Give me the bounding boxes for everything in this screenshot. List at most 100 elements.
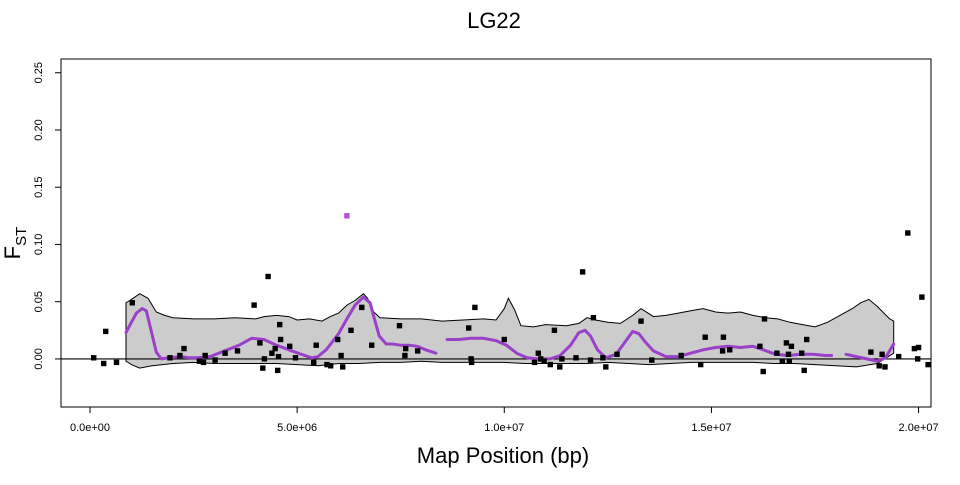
snp-point [181,345,187,352]
snp-point [472,304,478,311]
snp-point [113,359,120,366]
snp-point [466,325,472,331]
snp-point [702,334,708,340]
snp-point [222,350,228,356]
snp-point [760,368,766,375]
snp-point [799,350,805,356]
snp-point [261,356,268,362]
y-tick-label: 0.10 [33,234,45,255]
snp-point [587,357,594,363]
snp-point [573,355,579,361]
snp-point [200,359,207,366]
snp-point [915,344,922,351]
snp-point [911,345,918,352]
snp-point [277,321,283,328]
snp-point [559,356,565,362]
y-axis: 0.00 0.05 0.10 0.15 0.20 0.25 [33,62,61,370]
snp-point [257,340,263,346]
snp-point [786,358,792,364]
snp-point [876,363,882,369]
x-axis: 0.0e+00 5.0e+06 1.0e+07 1.5e+07 2.0e+07 [70,407,939,434]
snp-point [212,357,218,363]
snp-point [678,352,684,359]
snp-point [698,361,704,368]
snp-point [202,352,208,359]
snp-point [359,304,365,311]
snp-point [269,350,275,356]
snp-point [251,302,257,308]
snp-point [614,351,620,357]
snp-point [761,316,768,322]
snp-point [468,359,475,366]
snp-point [275,353,282,360]
y-tick-label: 0.20 [33,119,45,140]
snp-point [335,336,341,343]
snp-point [590,315,597,321]
smooth-segment [124,295,438,361]
snp-point [265,273,271,280]
y-tick-label: 0.25 [33,62,45,83]
chart-title: LG22 [467,8,521,33]
snp-point [313,342,319,348]
snp-point [879,351,885,357]
snp-point [882,364,888,370]
snp-point [272,345,278,352]
snp-point [757,343,763,349]
snp-point [905,230,911,236]
snp-point [925,361,931,368]
snp-point [324,361,330,368]
snp-point [557,364,563,370]
x-tick-label: 1.0e+07 [484,422,524,434]
snp-point [403,345,409,352]
snp-point [531,359,538,366]
snp-point [396,323,403,329]
snp-point [638,318,644,324]
y-axis-label: FST [0,227,30,260]
snp-point [579,269,586,275]
snp-point [720,334,727,340]
snp-point [415,348,421,354]
snp-point [177,352,183,359]
snp-point [103,328,109,335]
snp-point [91,355,97,361]
snp-points [91,230,931,375]
snp-point [868,349,874,355]
y-tick-label: 0.00 [33,348,45,369]
snp-point [260,365,266,371]
snp-point [919,294,925,300]
snp-point [649,357,655,363]
snp-point [603,364,609,370]
snp-point [535,350,541,356]
y-axis-label-main: F [0,246,25,259]
envelope-band [125,293,895,369]
snp-point [551,327,558,333]
outlier-point [344,213,350,219]
snp-point [774,350,780,356]
snp-point [538,356,544,362]
x-tick-label: 1.5e+07 [691,422,731,434]
snp-point [129,300,135,306]
snp-point [402,352,408,359]
snp-point [369,342,375,348]
y-tick-label: 0.15 [33,176,45,197]
snp-point [801,367,807,374]
snp-point [287,343,293,349]
snp-point [779,358,785,364]
snp-point [275,367,281,374]
snp-point [600,355,606,361]
snp-point [328,363,334,369]
x-tick-label: 5.0e+06 [277,422,317,434]
snp-point [541,358,547,364]
snp-point [468,356,474,362]
snp-point [340,364,346,370]
snp-point [348,327,354,333]
snp-point [547,361,553,368]
smooth-segment [844,342,896,363]
snp-point [804,336,810,343]
snp-point [783,340,790,346]
snp-point [338,352,344,359]
y-tick-label: 0.05 [33,291,45,312]
snp-point [785,351,792,357]
